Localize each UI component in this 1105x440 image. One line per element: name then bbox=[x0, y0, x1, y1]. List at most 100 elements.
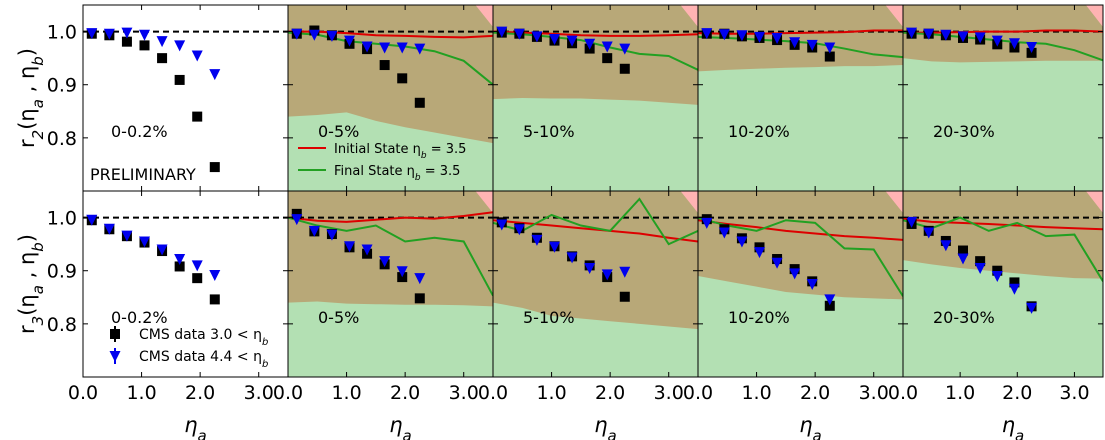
cms44-point bbox=[209, 269, 221, 281]
panel-r2-0-0.2% bbox=[83, 27, 288, 173]
x-tick-label: 2.0 bbox=[1002, 382, 1032, 404]
cms44-point bbox=[923, 227, 935, 239]
x-axis-label: ηa bbox=[799, 413, 822, 440]
x-axis-label: ηa bbox=[594, 413, 617, 440]
cms44-point bbox=[736, 236, 748, 248]
panel-r2-20-30% bbox=[903, 5, 1103, 191]
centrality-label: 5-10% bbox=[523, 122, 575, 141]
cms44-point bbox=[86, 28, 98, 40]
x-tick-label: 0.0 bbox=[478, 382, 508, 404]
panel-r3-0-0.2% bbox=[83, 214, 288, 305]
cms44-point bbox=[174, 40, 186, 52]
cms44-point bbox=[191, 260, 203, 272]
cms44-point bbox=[103, 223, 115, 235]
cms44-point bbox=[549, 34, 560, 46]
centrality-label: 10-20% bbox=[728, 122, 790, 141]
cms44-point bbox=[940, 240, 952, 252]
legend-label-cms30: CMS data 3.0 < ηb bbox=[139, 327, 268, 348]
legend-label-cms44: CMS data 4.4 < ηb bbox=[139, 349, 268, 370]
cms44-point bbox=[174, 254, 186, 266]
initial-state-band bbox=[475, 191, 493, 213]
x-tick-label: 3.0 bbox=[449, 382, 479, 404]
x-tick-label: 0.0 bbox=[273, 382, 303, 404]
cms30-point bbox=[824, 51, 835, 62]
overlap-band bbox=[903, 191, 1103, 279]
cms44-point bbox=[566, 252, 578, 264]
initial-state-band bbox=[885, 5, 903, 27]
cms44-point bbox=[619, 43, 631, 55]
cms44-point bbox=[974, 32, 986, 44]
cms30-point bbox=[414, 97, 425, 108]
cms30-point bbox=[1009, 277, 1020, 288]
y-tick-label: 0.9 bbox=[47, 75, 77, 97]
legend-label-final: Final State ηb = 3.5 bbox=[334, 164, 460, 183]
y-tick-label: 0.8 bbox=[47, 314, 77, 336]
cms44-point bbox=[1008, 283, 1020, 295]
panel-r3-10-20% bbox=[698, 191, 903, 377]
x-tick-label: 0.0 bbox=[888, 382, 918, 404]
x-tick-label: 2.0 bbox=[595, 382, 625, 404]
cms44-point bbox=[991, 271, 1003, 283]
cms44-point bbox=[496, 26, 508, 38]
initial-state-line bbox=[698, 219, 903, 241]
cms44-point bbox=[513, 224, 525, 236]
cms44-point bbox=[308, 29, 320, 41]
initial-state-line bbox=[288, 30, 493, 39]
overlap-band bbox=[903, 5, 1103, 63]
cms44-point bbox=[957, 31, 969, 43]
x-axis-label: ηa bbox=[389, 413, 412, 440]
cms44-point bbox=[923, 28, 935, 40]
y-tick-label: 0.8 bbox=[47, 128, 77, 150]
cms44-point bbox=[308, 225, 320, 237]
x-tick-label: 0.0 bbox=[683, 382, 713, 404]
x-tick-label: 1.0 bbox=[945, 382, 975, 404]
cms30-point bbox=[174, 261, 185, 272]
x-tick-label: 1.0 bbox=[126, 382, 156, 404]
cms44-point bbox=[974, 263, 986, 275]
cms30-point bbox=[992, 265, 1003, 276]
initial-state-band bbox=[885, 191, 903, 213]
final-state-line bbox=[493, 31, 698, 71]
cms44-point bbox=[139, 236, 150, 248]
cms44-point bbox=[1008, 38, 1020, 50]
cms44-point bbox=[396, 42, 408, 54]
cms44-point bbox=[396, 266, 408, 278]
cms44-point bbox=[291, 28, 303, 40]
cms44-point bbox=[906, 216, 918, 228]
centrality-label: 0-5% bbox=[318, 308, 359, 327]
cms30-point bbox=[121, 36, 132, 47]
cms44-point bbox=[209, 69, 221, 81]
cms44-point bbox=[326, 229, 338, 241]
cms44-point bbox=[754, 247, 765, 259]
cms30-point bbox=[192, 111, 203, 122]
x-tick-label: 2.0 bbox=[800, 382, 830, 404]
cms44-point bbox=[414, 43, 426, 55]
cms44-point bbox=[824, 42, 836, 54]
cms44-point bbox=[121, 230, 133, 242]
initial-state-line bbox=[288, 211, 493, 223]
cms44-point bbox=[379, 42, 391, 54]
cms44-point bbox=[806, 39, 818, 51]
legend-label-initial: Initial State ηb = 3.5 bbox=[334, 142, 466, 161]
cms30-point bbox=[397, 73, 408, 84]
panel-r2-5-10% bbox=[493, 5, 698, 191]
cms44-point bbox=[531, 31, 543, 43]
x-axis-label: ηa bbox=[1002, 413, 1025, 440]
cms30-point bbox=[975, 256, 986, 267]
cms44-point bbox=[1026, 302, 1038, 314]
initial-state-band bbox=[680, 191, 698, 213]
x-tick-label: 3.0 bbox=[1059, 382, 1089, 404]
cms44-point bbox=[718, 227, 730, 239]
initial-state-band bbox=[680, 5, 698, 27]
cms44-point bbox=[584, 38, 596, 50]
cms30-point bbox=[209, 294, 220, 305]
initial-state-line bbox=[903, 29, 1103, 34]
x-tick-label: 1.0 bbox=[331, 382, 361, 404]
cms44-point bbox=[531, 234, 543, 246]
centrality-label: 20-30% bbox=[933, 122, 995, 141]
cms44-point bbox=[991, 35, 1003, 47]
cms44-point bbox=[789, 37, 801, 49]
final-state-line bbox=[288, 216, 493, 297]
cms44-point bbox=[156, 36, 168, 48]
